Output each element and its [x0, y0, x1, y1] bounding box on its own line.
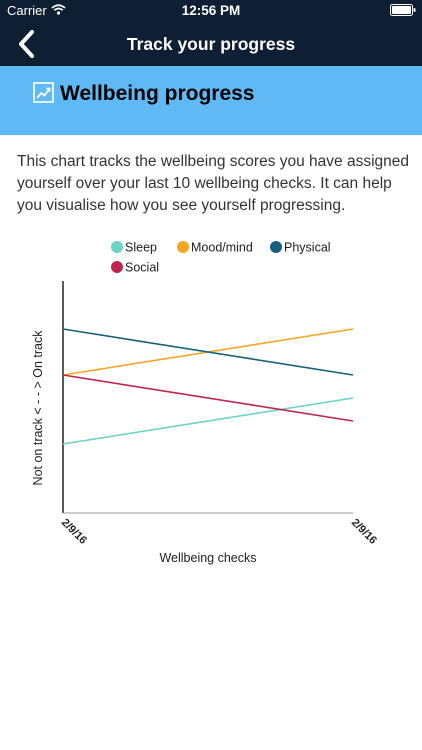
series-line-sleep	[62, 397, 354, 445]
wellbeing-chart: Sleep Mood/mind Physical Social 2/9/16 2/9/1…	[0, 225, 422, 585]
legend-swatch-physical	[270, 241, 282, 253]
battery-icon	[390, 4, 416, 19]
status-right	[390, 4, 416, 19]
nav-title: Track your progress	[126, 34, 296, 54]
status-time: 12:56 PM	[181, 3, 241, 18]
back-button[interactable]	[8, 26, 44, 62]
chevron-left-icon	[19, 30, 34, 58]
legend-swatch-sleep	[111, 241, 123, 253]
x-tick-labels: 2/9/16 2/9/16	[59, 517, 379, 547]
carrier-label: Carrier	[7, 3, 47, 18]
x-tick-label: 2/9/16	[59, 517, 89, 547]
wifi-icon	[51, 3, 66, 18]
section-title: Wellbeing progress	[60, 82, 255, 105]
navigation-bar: Track your progress	[0, 22, 422, 66]
series-line-physical	[62, 328, 354, 376]
legend-label: Physical	[284, 241, 331, 255]
legend-swatch-mood-mind	[177, 241, 189, 253]
legend-label: Mood/mind	[191, 241, 253, 255]
series-line-social	[62, 374, 354, 422]
status-left: Carrier	[7, 3, 66, 18]
chart-description: This chart tracks the wellbeing scores y…	[17, 153, 410, 214]
legend-label: Social	[125, 261, 159, 275]
x-tick-label: 2/9/16	[349, 517, 379, 547]
chart-series	[62, 328, 354, 445]
y-axis-label: Not on track < - - > On track	[31, 330, 45, 486]
trending-up-icon	[33, 82, 54, 108]
status-bar: Carrier 12:56 PM	[0, 0, 422, 22]
section-header	[0, 66, 422, 135]
legend-swatch-social	[111, 261, 123, 273]
x-axis-label: Wellbeing checks	[159, 551, 256, 565]
chart-legend: Sleep Mood/mind Physical Social	[111, 241, 331, 275]
legend-label: Sleep	[125, 241, 157, 255]
